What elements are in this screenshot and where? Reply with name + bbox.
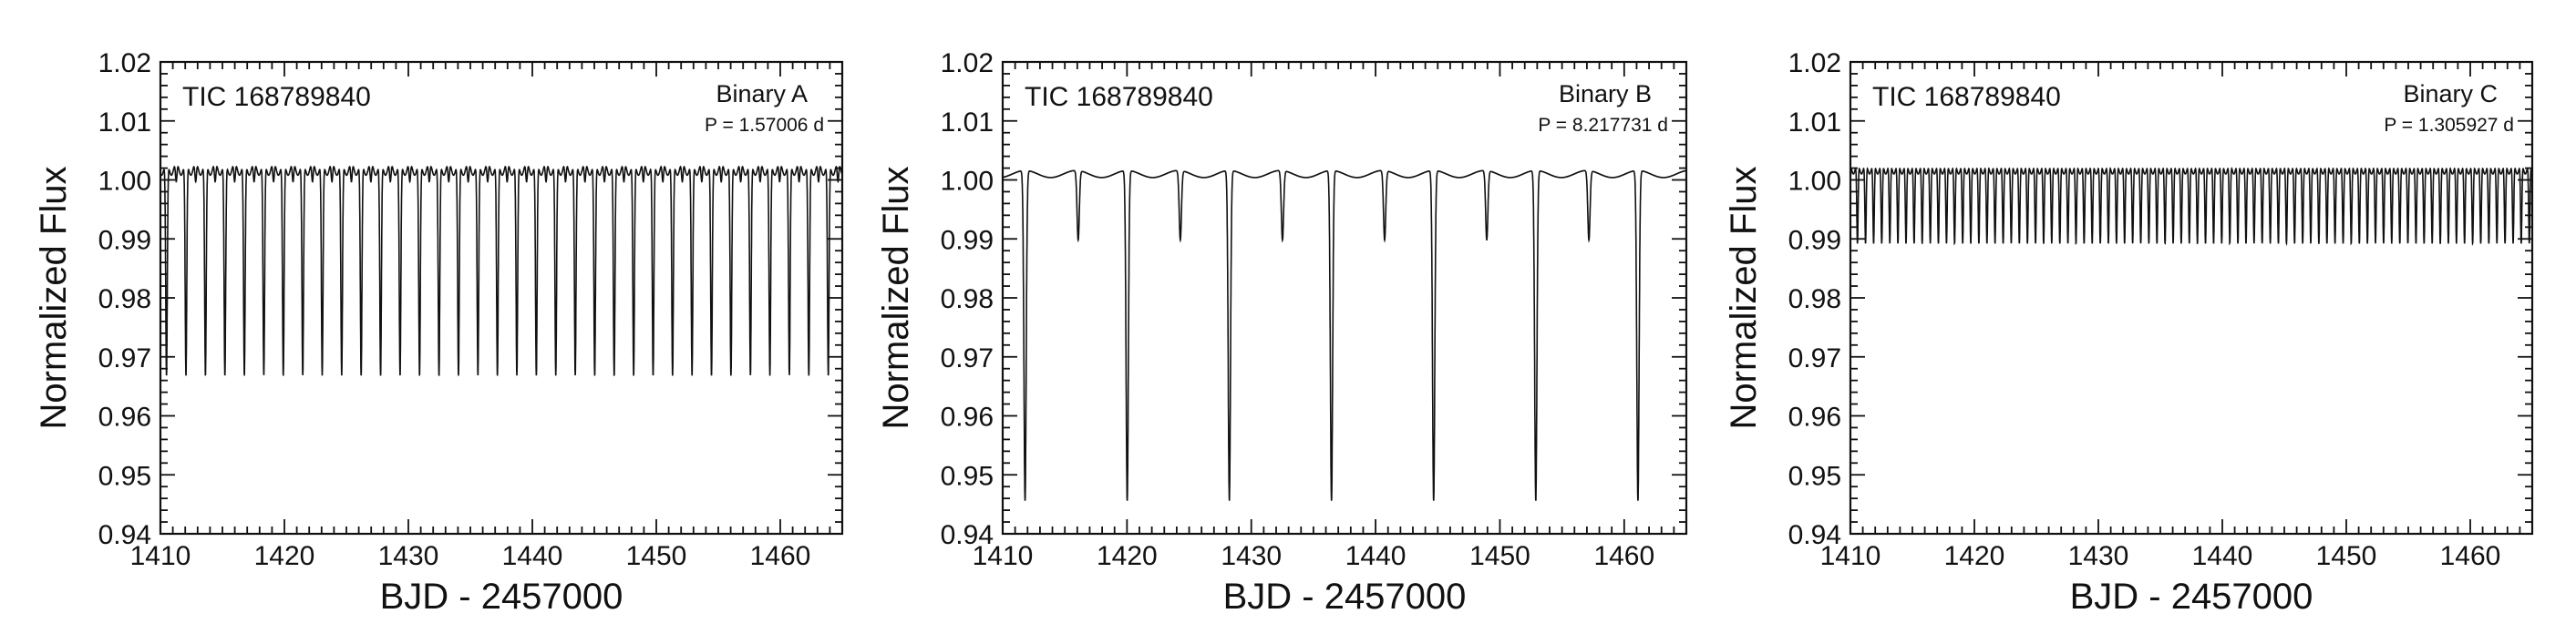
x-tick-label: 1410 <box>1820 541 1881 571</box>
y-tick-label: 1.00 <box>98 167 151 197</box>
y-tick-label: 0.96 <box>1788 403 1841 433</box>
x-tick-label: 1440 <box>2192 541 2253 571</box>
y-tick-label: 0.99 <box>1788 225 1841 255</box>
x-tick-label: 1450 <box>2316 541 2377 571</box>
target-id-label: TIC 168789840 <box>182 82 371 112</box>
flux-series-line <box>160 165 842 376</box>
y-axis-title: Normalized Flux <box>876 167 916 430</box>
x-tick-label: 1420 <box>1944 541 2005 571</box>
x-axis-title: BJD - 2457000 <box>2070 577 2313 617</box>
y-tick-label: 0.97 <box>1788 343 1841 373</box>
y-tick-label: 0.99 <box>98 225 151 255</box>
x-tick-label: 1460 <box>2440 541 2501 571</box>
x-tick-label: 1440 <box>1345 541 1406 571</box>
y-axis-title: Normalized Flux <box>1724 167 1764 430</box>
y-tick-label: 0.98 <box>941 284 994 314</box>
y-tick-label: 1.02 <box>941 48 994 78</box>
target-id-label: TIC 168789840 <box>1872 82 2061 112</box>
flux-series-line <box>1850 167 2532 247</box>
x-tick-label: 1410 <box>130 541 191 571</box>
y-tick-label: 0.98 <box>1788 284 1841 314</box>
y-tick-label: 1.00 <box>1788 167 1841 197</box>
y-tick-label: 1.01 <box>98 107 151 138</box>
y-tick-label: 1.02 <box>1788 48 1841 78</box>
x-axis-title: BJD - 2457000 <box>380 577 623 617</box>
x-tick-label: 1460 <box>750 541 811 571</box>
binary-label: Binary C <box>2403 80 2498 107</box>
y-tick-label: 1.01 <box>941 107 994 138</box>
y-tick-label: 1.01 <box>1788 107 1841 138</box>
y-tick-label: 0.94 <box>941 520 994 550</box>
light-curve-panel-1: 1410 1420 1430 1440 1450 1460 0.94 0.95 0.96 0.97… <box>34 48 844 617</box>
flux-series-line <box>1003 169 1686 501</box>
x-tick-label: 1450 <box>1469 541 1530 571</box>
x-tick-label: 1430 <box>2068 541 2129 571</box>
y-tick-label: 0.95 <box>98 461 151 491</box>
y-tick-label: 0.96 <box>941 403 994 433</box>
x-tick-label: 1430 <box>1221 541 1282 571</box>
x-tick-label: 1430 <box>378 541 439 571</box>
x-tick-label: 1450 <box>626 541 687 571</box>
period-label: P = 1.305927 d <box>2384 115 2514 136</box>
y-tick-label: 1.02 <box>98 48 151 78</box>
period-label: P = 8.217731 d <box>1538 115 1668 136</box>
light-curve-panel-2: 1410 1420 1430 1440 1450 1460 0.94 0.95 0.96 0.97… <box>876 48 1688 617</box>
target-id-label: TIC 168789840 <box>1025 82 1213 112</box>
y-tick-label: 0.95 <box>941 461 994 491</box>
y-tick-label: 0.94 <box>1788 520 1841 550</box>
y-tick-label: 0.95 <box>1788 461 1841 491</box>
binary-label: Binary A <box>716 80 808 107</box>
x-tick-label: 1440 <box>502 541 563 571</box>
x-tick-label: 1420 <box>1097 541 1158 571</box>
y-tick-label: 1.00 <box>941 167 994 197</box>
binary-label: Binary B <box>1559 80 1652 107</box>
y-tick-label: 0.99 <box>941 225 994 255</box>
x-tick-label: 1410 <box>973 541 1034 571</box>
x-tick-label: 1420 <box>254 541 315 571</box>
y-tick-label: 0.97 <box>98 343 151 373</box>
x-axis-title: BJD - 2457000 <box>1223 577 1467 617</box>
y-axis-title: Normalized Flux <box>34 167 74 430</box>
light-curve-panel-3: 1410 1420 1430 1440 1450 1460 0.94 0.95 0.96 0.97… <box>1724 48 2534 617</box>
y-tick-label: 0.98 <box>98 284 151 314</box>
y-tick-label: 0.96 <box>98 403 151 433</box>
period-label: P = 1.57006 d <box>705 115 824 136</box>
x-tick-label: 1460 <box>1593 541 1654 571</box>
y-tick-label: 0.94 <box>98 520 151 550</box>
y-tick-label: 0.97 <box>941 343 994 373</box>
